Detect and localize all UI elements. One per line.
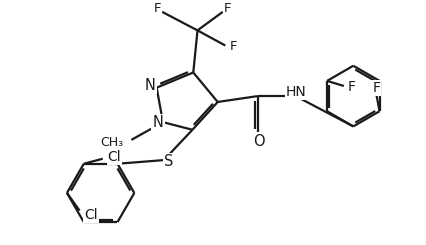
Text: CH₃: CH₃ (101, 136, 124, 149)
Text: F: F (347, 80, 354, 94)
Text: S: S (164, 154, 173, 169)
Text: F: F (230, 40, 237, 53)
Text: O: O (252, 134, 264, 149)
Text: N: N (152, 115, 163, 130)
Text: Cl: Cl (107, 150, 121, 164)
Text: N: N (144, 78, 155, 93)
Text: F: F (371, 81, 379, 95)
Text: Cl: Cl (84, 208, 98, 222)
Text: F: F (224, 2, 231, 15)
Text: F: F (153, 2, 161, 15)
Text: HN: HN (285, 85, 306, 99)
